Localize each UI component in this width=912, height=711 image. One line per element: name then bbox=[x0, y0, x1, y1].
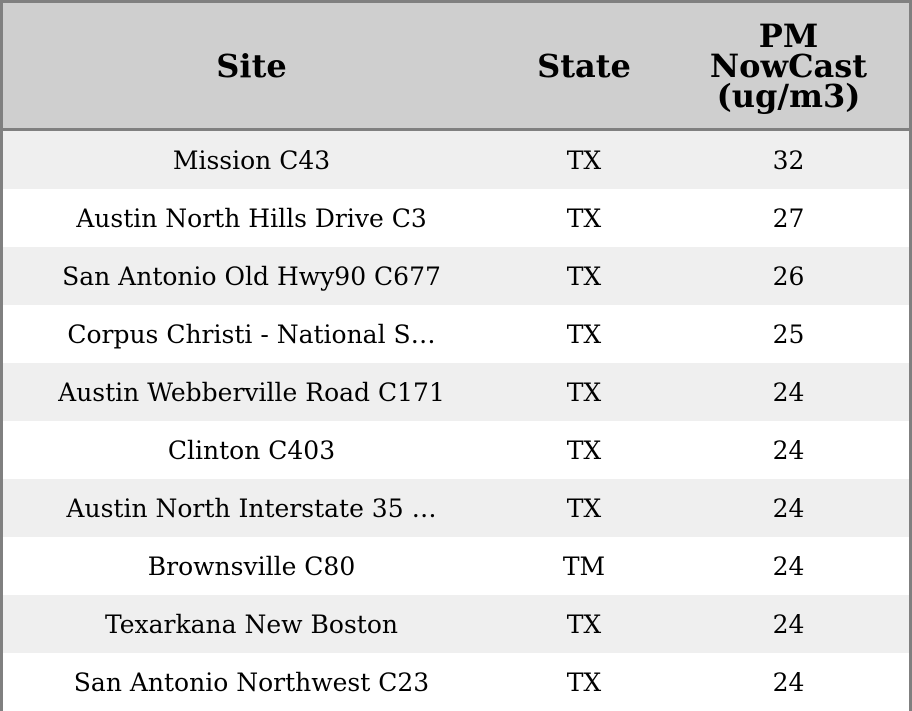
table-row: Brownsville C80 TM 24 bbox=[3, 537, 909, 595]
pm-cell: 24 bbox=[668, 479, 909, 537]
state-cell: TX bbox=[500, 479, 668, 537]
state-cell: TX bbox=[500, 189, 668, 247]
header-cell: State bbox=[500, 3, 668, 131]
site-cell: Corpus Christi - National S… bbox=[3, 305, 500, 363]
state-cell: TX bbox=[500, 421, 668, 479]
header-row: Site State PM NowCast (ug/m3) bbox=[3, 3, 909, 131]
site-cell: Austin North Hills Drive C3 bbox=[3, 189, 500, 247]
pm-cell: 32 bbox=[668, 129, 909, 189]
site-cell: Mission C43 bbox=[3, 129, 500, 189]
table-row: Austin North Interstate 35 … TX 24 bbox=[3, 479, 909, 537]
table-row: Austin Webberville Road C171 TX 24 bbox=[3, 363, 909, 421]
site-cell: Texarkana New Boston bbox=[3, 595, 500, 653]
state-cell: TX bbox=[500, 129, 668, 189]
pm-cell: 24 bbox=[668, 421, 909, 479]
state-cell: TX bbox=[500, 305, 668, 363]
state-cell: TX bbox=[500, 595, 668, 653]
site-cell: San Antonio Old Hwy90 C677 bbox=[3, 247, 500, 305]
state-cell: TX bbox=[500, 653, 668, 711]
pm-cell: 24 bbox=[668, 537, 909, 595]
state-cell: TX bbox=[500, 247, 668, 305]
table-row: Mission C43 TX 32 bbox=[3, 129, 909, 189]
data-table: Site State PM NowCast (ug/m3) Mission C4… bbox=[3, 3, 909, 711]
site-cell: Brownsville C80 bbox=[3, 537, 500, 595]
pm-cell: 24 bbox=[668, 363, 909, 421]
table-row: San Antonio Old Hwy90 C677 TX 26 bbox=[3, 247, 909, 305]
pm-cell: 24 bbox=[668, 595, 909, 653]
pm-cell: 25 bbox=[668, 305, 909, 363]
site-cell: San Antonio Northwest C23 bbox=[3, 653, 500, 711]
table-row: Texarkana New Boston TX 24 bbox=[3, 595, 909, 653]
table-row: Corpus Christi - National S… TX 25 bbox=[3, 305, 909, 363]
table-row: Austin North Hills Drive C3 TX 27 bbox=[3, 189, 909, 247]
site-cell: Clinton C403 bbox=[3, 421, 500, 479]
site-cell: Austin Webberville Road C171 bbox=[3, 363, 500, 421]
state-cell: TM bbox=[500, 537, 668, 595]
pm-cell: 24 bbox=[668, 653, 909, 711]
state-cell: TX bbox=[500, 363, 668, 421]
table-row: San Antonio Northwest C23 TX 24 bbox=[3, 653, 909, 711]
table-body: Mission C43 TX 32 Austin North Hills Drive … bbox=[3, 129, 909, 711]
pm-cell: 27 bbox=[668, 189, 909, 247]
header-cell: Site bbox=[3, 3, 500, 131]
table-row: Clinton C403 TX 24 bbox=[3, 421, 909, 479]
table-head: Site State PM NowCast (ug/m3) bbox=[3, 3, 909, 131]
site-cell: Austin North Interstate 35 … bbox=[3, 479, 500, 537]
pm-cell: 26 bbox=[668, 247, 909, 305]
header-cell: PM NowCast (ug/m3) bbox=[668, 3, 909, 131]
